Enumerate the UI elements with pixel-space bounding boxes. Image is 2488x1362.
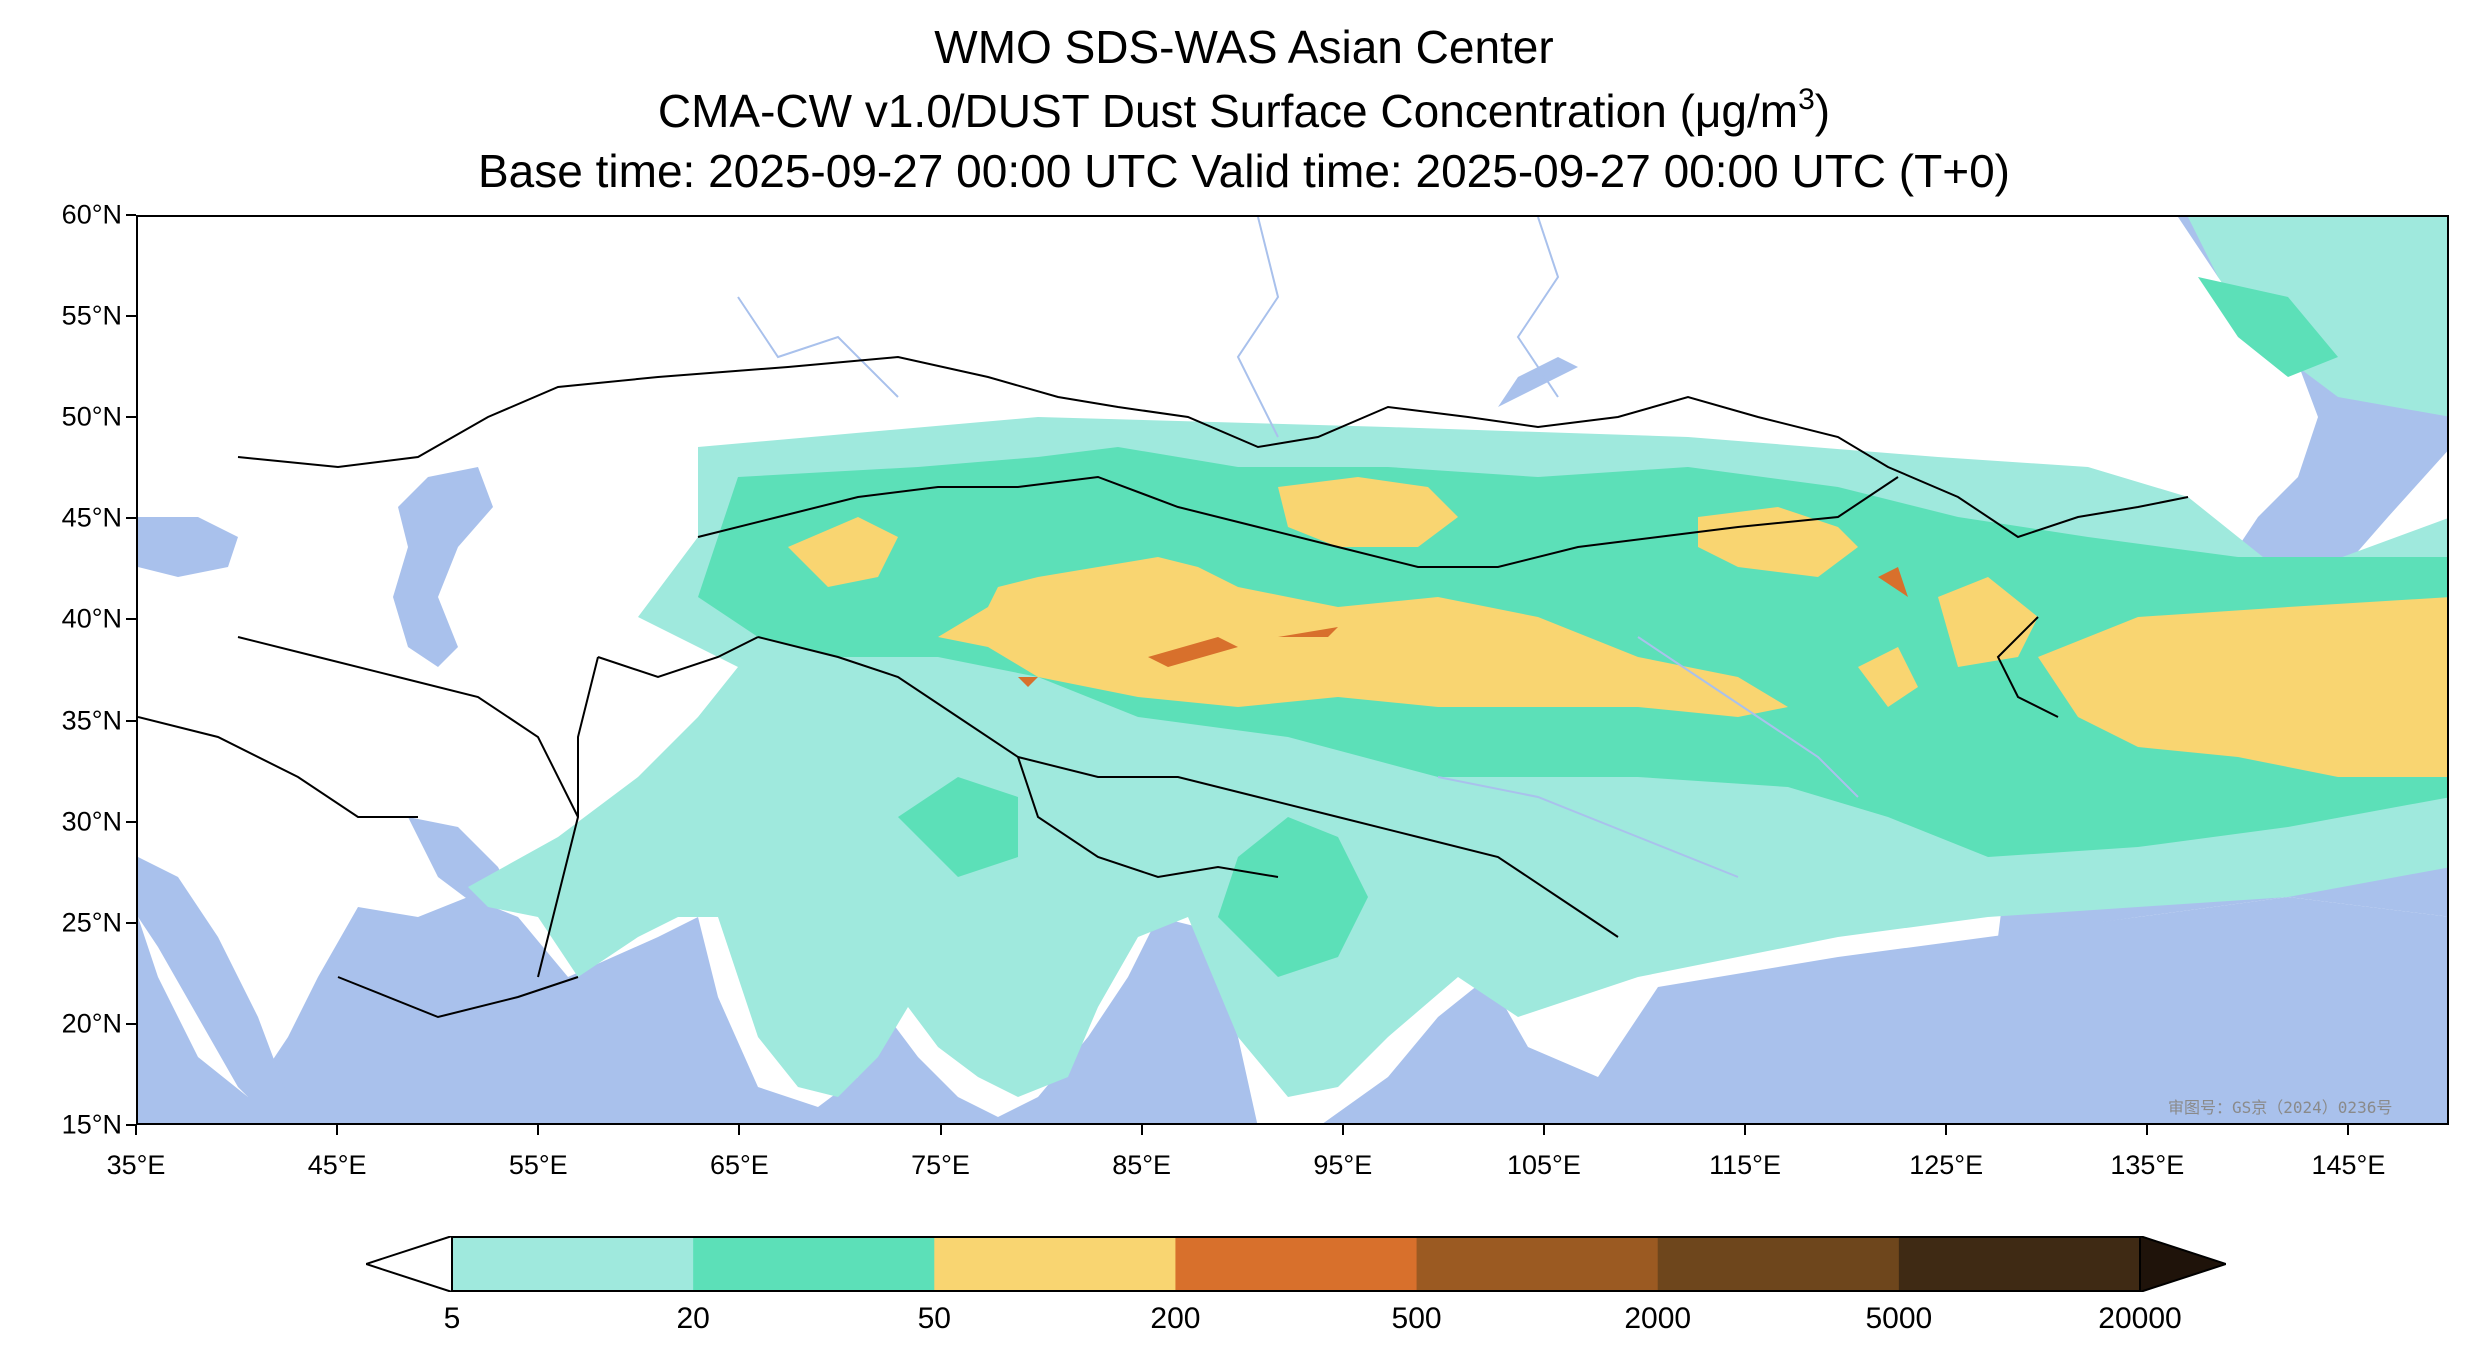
lon-tick xyxy=(2146,1125,2149,1135)
lat-label: 30°N xyxy=(61,806,122,837)
chart-subtitle: CMA-CW v1.0/DUST Dust Surface Concentrat… xyxy=(0,85,2488,137)
lat-label: 60°N xyxy=(61,199,122,230)
colorbar-segment xyxy=(452,1237,694,1291)
unit-exponent: 3 xyxy=(1798,83,1815,116)
lon-tick xyxy=(1945,1125,1948,1135)
lat-label: 20°N xyxy=(61,1008,122,1039)
lon-label: 115°E xyxy=(1709,1150,1781,1180)
dust-layer-50-200 xyxy=(788,477,2447,777)
colorbar-level-label: 500 xyxy=(1391,1302,1442,1335)
lon-label: 125°E xyxy=(1909,1150,1984,1180)
lake-baikal xyxy=(1498,357,1578,407)
lat-tick xyxy=(126,315,136,318)
lon-label: 75°E xyxy=(911,1150,970,1180)
unit-main: g/m xyxy=(1721,85,1799,137)
lat-label: 45°N xyxy=(61,502,122,533)
lon-label: 135°E xyxy=(2110,1150,2185,1180)
colorbar-level-label: 5000 xyxy=(1865,1302,1933,1335)
lon-tick xyxy=(537,1125,540,1135)
lon-label: 65°E xyxy=(709,1150,769,1180)
chart-title: WMO SDS-WAS Asian Center xyxy=(934,21,1554,73)
lat-tick xyxy=(126,214,136,216)
lat-label: 15°N xyxy=(61,1109,122,1140)
review-number-watermark: 审图号：GS京（2024）0236号 xyxy=(2168,1098,2393,1117)
colorbar-under-arrow xyxy=(366,1236,453,1292)
colorbar-segment xyxy=(1898,1237,2141,1291)
dust-layer-200-500 xyxy=(1018,567,1908,687)
lat-tick xyxy=(126,517,136,520)
lat-label: 35°N xyxy=(61,705,122,736)
lat-tick xyxy=(126,416,136,419)
colorbar-level-label: 20 xyxy=(676,1302,710,1335)
lat-label: 40°N xyxy=(61,603,122,634)
lon-tick xyxy=(2347,1125,2350,1135)
colorbar-level-label: 50 xyxy=(917,1302,951,1335)
unit-mu: μ xyxy=(1694,85,1722,137)
lon-tick xyxy=(1341,1125,1344,1135)
lon-label: 35°E xyxy=(106,1150,166,1180)
lat-tick xyxy=(126,618,136,621)
subtitle-prefix: CMA-CW v1.0/DUST Dust Surface Concentrat… xyxy=(657,85,1695,137)
lon-label: 45°E xyxy=(307,1150,367,1180)
lon-tick xyxy=(738,1125,741,1135)
colorbar-level-label: 200 xyxy=(1150,1302,1201,1335)
lon-label: 95°E xyxy=(1313,1150,1373,1180)
lon-tick xyxy=(135,1125,137,1135)
lon-tick xyxy=(1140,1125,1143,1135)
red-sea xyxy=(138,857,288,1117)
colorbar-level-label: 2000 xyxy=(1624,1302,1692,1335)
colorbar-over-arrow xyxy=(2139,1236,2226,1292)
black-sea xyxy=(138,517,238,577)
dust-map xyxy=(136,215,2449,1125)
lat-tick xyxy=(126,719,136,722)
lon-tick xyxy=(939,1125,942,1135)
rivers xyxy=(737,217,1859,878)
lon-label: 85°E xyxy=(1112,1150,1172,1180)
colorbar-level-label: 20000 xyxy=(2098,1302,2182,1335)
subtitle-suffix: ) xyxy=(1814,85,1831,137)
map-canvas xyxy=(138,217,2447,1123)
lat-label: 55°N xyxy=(61,300,122,331)
country-borders xyxy=(138,355,2189,1019)
lon-label: 55°E xyxy=(508,1150,568,1180)
lon-tick xyxy=(1744,1125,1747,1135)
caspian-sea xyxy=(393,467,493,667)
colorbar-outline xyxy=(451,1236,2141,1292)
colorbar-segment xyxy=(934,1237,1176,1291)
lon-label: 145°E xyxy=(2311,1150,2386,1180)
lat-label: 50°N xyxy=(61,401,122,432)
lat-label: 25°N xyxy=(61,907,122,938)
lat-tick xyxy=(126,820,136,823)
colorbar-level-label: 5 xyxy=(443,1302,461,1335)
lon-tick xyxy=(1542,1125,1545,1135)
lon-tick xyxy=(336,1125,339,1135)
time-info: Base time: 2025-09-27 00:00 UTC Valid ti… xyxy=(478,145,2010,197)
lon-label: 105°E xyxy=(1506,1150,1581,1180)
colorbar xyxy=(366,1236,2226,1292)
colorbar-segment xyxy=(693,1237,935,1291)
ocean-indian xyxy=(138,897,2447,1123)
colorbar-segment xyxy=(1657,1237,1900,1291)
lat-tick xyxy=(126,1022,136,1025)
lat-tick xyxy=(126,921,136,924)
colorbar-segment xyxy=(1175,1237,1418,1291)
colorbar-segment xyxy=(1416,1237,1659,1291)
colorbar-segments xyxy=(452,1237,2141,1291)
lat-tick xyxy=(126,1124,136,1126)
